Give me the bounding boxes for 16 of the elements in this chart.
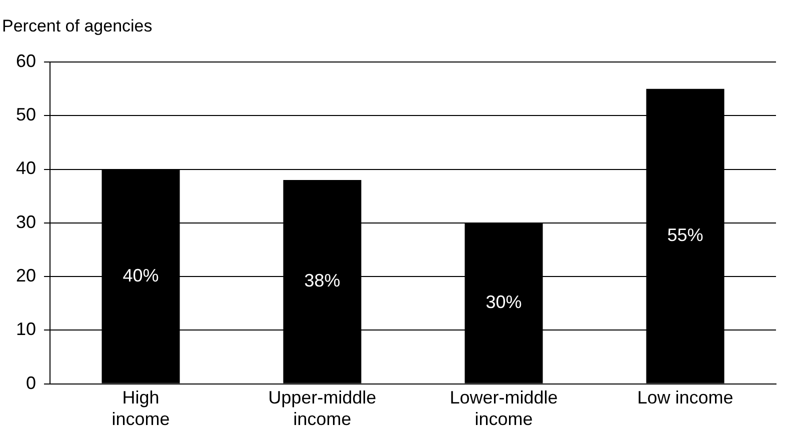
y-tick-label: 50 <box>16 104 36 125</box>
y-tick-label: 60 <box>16 50 36 71</box>
data-label: 40% <box>122 265 159 286</box>
data-label: 30% <box>486 292 522 312</box>
x-tick-label: Lower-middle income <box>450 388 558 430</box>
x-tick-label: High income <box>112 388 170 430</box>
x-tick-label: Low income <box>637 388 734 408</box>
y-tick-label: 10 <box>16 319 36 340</box>
y-axis-title: Percent of agencies <box>2 16 152 36</box>
y-tick-label: 30 <box>16 212 36 232</box>
y-tick-label: 40 <box>16 158 36 178</box>
y-tick-label: 20 <box>16 266 36 286</box>
x-tick-label: Upper-middle income <box>268 388 376 430</box>
data-label: 55% <box>667 225 704 246</box>
data-label: 38% <box>304 270 340 291</box>
y-tick-label: 0 <box>26 372 36 393</box>
